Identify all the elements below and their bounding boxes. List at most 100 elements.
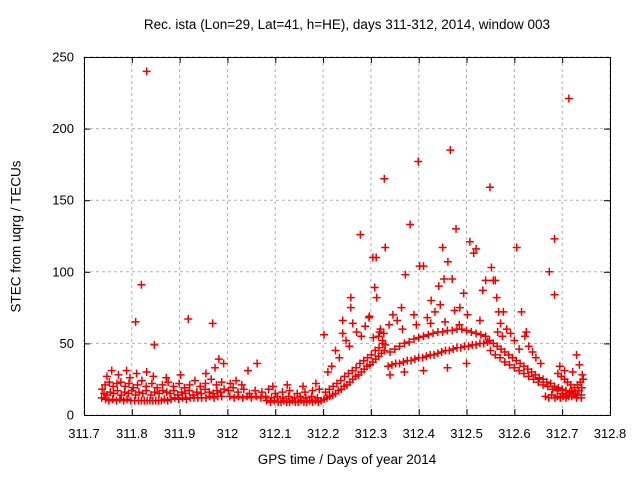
- data-point: [337, 315, 348, 326]
- data-point: [439, 274, 449, 284]
- data-point: [369, 282, 380, 293]
- data-point: [334, 352, 345, 363]
- data-point: [243, 365, 253, 376]
- x-tick-label: 312.2: [307, 426, 340, 441]
- data-point: [544, 267, 555, 277]
- data-point: [396, 302, 407, 313]
- data-point: [206, 374, 216, 384]
- data-point: [423, 330, 434, 340]
- data-point: [436, 347, 447, 357]
- gridlines: [83, 56, 611, 416]
- data-point: [351, 327, 362, 337]
- data-point: [260, 391, 271, 402]
- data-point: [337, 328, 348, 339]
- data-point: [485, 182, 495, 193]
- data-point: [207, 318, 218, 329]
- data-point: [397, 324, 408, 334]
- data-point: [435, 299, 445, 310]
- data-point: [131, 368, 142, 379]
- y-tick-label: 250: [52, 50, 74, 65]
- data-point: [326, 361, 337, 372]
- data-point: [229, 393, 239, 403]
- data-point: [137, 375, 147, 386]
- data-point: [456, 342, 466, 353]
- data-point: [355, 229, 366, 240]
- tick-labels: 311.7 311.8 311.9 312 312.1 312.2 312.3 312.4 31…: [52, 50, 626, 442]
- data-point: [319, 330, 329, 340]
- data-point: [107, 394, 118, 404]
- y-tick-label: 0: [67, 408, 74, 423]
- y-tick-label: 100: [52, 264, 74, 279]
- data-point: [445, 145, 456, 155]
- data-point: [277, 387, 288, 397]
- data-point: [347, 318, 358, 329]
- y-tick-label: 150: [52, 193, 74, 208]
- data-point: [356, 331, 367, 341]
- data-point: [413, 332, 424, 343]
- data-point: [471, 340, 481, 350]
- data-point: [346, 302, 356, 313]
- data-point: [440, 317, 450, 327]
- chart-title: Rec. ista (Lon=29, Lat=41, h=HE), days 3…: [143, 17, 551, 32]
- plot-border-and-ticks: [84, 57, 611, 416]
- data-point: [471, 328, 481, 339]
- data-point: [447, 274, 457, 284]
- data-point: [238, 393, 248, 403]
- data-point: [430, 307, 440, 317]
- data-point: [498, 307, 509, 317]
- data-point: [106, 365, 117, 376]
- data-point: [428, 328, 438, 339]
- data-point: [216, 391, 227, 402]
- data-point: [429, 350, 439, 360]
- data-point: [173, 394, 184, 404]
- data-point: [121, 365, 132, 376]
- data-point: [125, 373, 135, 383]
- data-point: [574, 360, 585, 370]
- data-point: [495, 318, 506, 329]
- data-point: [323, 367, 333, 377]
- data-point: [252, 358, 262, 369]
- data-point: [480, 331, 491, 341]
- data-point: [549, 234, 560, 244]
- data-point: [410, 354, 420, 364]
- data-point: [478, 285, 488, 296]
- data-point: [149, 340, 160, 350]
- data-point: [201, 368, 211, 379]
- data-point: [475, 315, 485, 326]
- data-point: [210, 362, 220, 373]
- data-point: [346, 292, 356, 303]
- data-point: [521, 327, 532, 337]
- data-point: [443, 257, 453, 267]
- data-point: [175, 370, 186, 380]
- y-tick-label: 50: [60, 336, 74, 351]
- data-point: [497, 331, 508, 341]
- data-point: [418, 331, 429, 341]
- x-tick-label: 312.1: [259, 426, 292, 441]
- data-point: [567, 367, 578, 377]
- data-point: [514, 344, 524, 354]
- data-point: [218, 358, 229, 369]
- data-point: [371, 292, 382, 303]
- data-point: [462, 310, 473, 320]
- data-point: [306, 391, 317, 402]
- x-tick-label: 311.9: [164, 426, 196, 441]
- x-tick-label: 312.7: [546, 426, 579, 441]
- data-point: [413, 156, 423, 167]
- data-point: [577, 370, 588, 380]
- data-point: [387, 360, 397, 370]
- data-point: [364, 311, 375, 321]
- x-axis-label: GPS time / Days of year 2014: [257, 452, 437, 467]
- data-point: [535, 358, 546, 369]
- data-point: [482, 337, 493, 347]
- data-point: [480, 275, 491, 286]
- data-point: [492, 327, 503, 337]
- data-point: [113, 370, 124, 380]
- x-tick-label: 312.8: [594, 426, 627, 441]
- data-point: [380, 242, 391, 253]
- data-point: [237, 380, 247, 390]
- data-point: [399, 367, 410, 377]
- data-point: [417, 352, 428, 363]
- data-point: [405, 219, 415, 230]
- data-point: [183, 314, 193, 324]
